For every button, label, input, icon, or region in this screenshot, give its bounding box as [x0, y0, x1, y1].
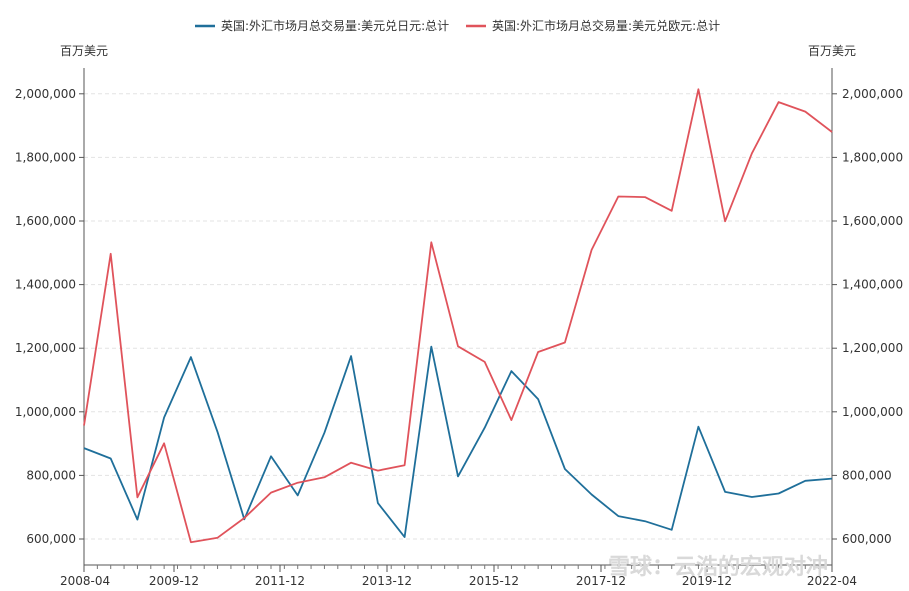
y-tick-label-left: 1,200,000: [15, 341, 76, 355]
y-tick-label-left: 800,000: [26, 468, 76, 482]
y-tick-label-right: 1,400,000: [842, 278, 903, 292]
watermark: 雪球：云浩的宏观对冲: [608, 554, 828, 580]
x-tick-label: 2022-04: [807, 574, 857, 588]
gridlines: [84, 93, 832, 540]
y-tick-label-right: 600,000: [842, 532, 892, 546]
y-tick-label-left: 1,400,000: [15, 278, 76, 292]
y-tick-label-right: 800,000: [842, 468, 892, 482]
y-tick-label-left: 1,000,000: [15, 405, 76, 419]
y-tick-label-right: 1,800,000: [842, 150, 903, 164]
axes: 600,000 600,000 800,000 800,000 1,000,000 1,0…: [15, 68, 903, 588]
x-tick-label: 2013-12: [362, 574, 412, 588]
legend-label: 英国:外汇市场月总交易量:美元兑日元:总计: [221, 18, 449, 33]
y-tick-label-right: 2,000,000: [842, 87, 903, 101]
series-line-2: [83, 88, 833, 544]
x-tick-label: 2008-04: [60, 574, 110, 588]
x-tick-label: 2009-12: [149, 574, 199, 588]
left-axis-unit: 百万美元: [60, 44, 108, 58]
x-tick-label: 2011-12: [255, 574, 305, 588]
y-tick-label-left: 1,800,000: [15, 150, 76, 164]
right-axis-unit: 百万美元: [808, 44, 856, 58]
x-tick-label: 2019-12: [682, 574, 732, 588]
y-tick-label-right: 1,600,000: [842, 214, 903, 228]
series-layer: [83, 88, 833, 544]
y-tick-label-left: 1,600,000: [15, 214, 76, 228]
y-tick-label-left: 2,000,000: [15, 87, 76, 101]
y-tick-label-right: 1,000,000: [842, 405, 903, 419]
y-tick-label-right: 1,200,000: [842, 341, 903, 355]
x-tick-label: 2015-12: [469, 574, 519, 588]
y-tick-label-left: 600,000: [26, 532, 76, 546]
legend-label: 英国:外汇市场月总交易量:美元兑欧元:总计: [492, 18, 720, 33]
x-tick-label: 2017-12: [576, 574, 626, 588]
legend: 英国:外汇市场月总交易量:美元兑日元:总计 英国:外汇市场月总交易量:美元兑欧元:…: [195, 18, 720, 33]
series-line-1: [83, 345, 833, 538]
